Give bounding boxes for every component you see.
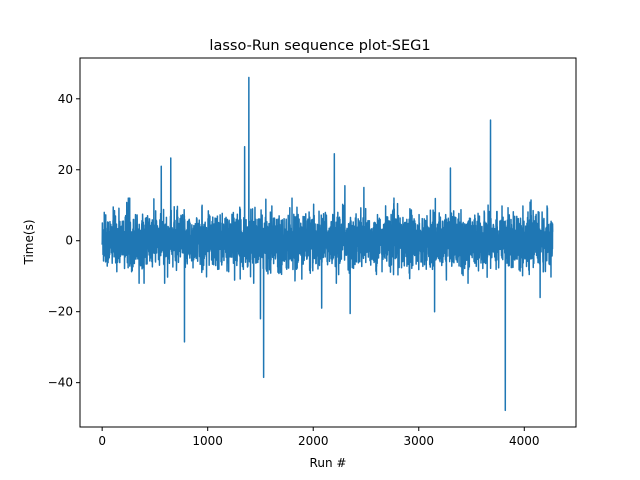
y-axis-label: Time(s) [22, 220, 36, 266]
y-tick-label: 0 [65, 234, 73, 248]
x-axis-label: Run # [310, 456, 347, 470]
y-tick-label: 20 [58, 163, 73, 177]
x-tick-label: 4000 [509, 434, 540, 448]
chart-title: lasso-Run sequence plot-SEG1 [209, 38, 430, 54]
plot-area [101, 76, 554, 412]
y-tick-label: −40 [48, 376, 73, 390]
x-tick-label: 2000 [298, 434, 329, 448]
axes-frame [79, 57, 577, 428]
x-axis: 0 1000 2000 3000 4000 [98, 427, 540, 448]
y-axis: −40 −20 0 20 40 [48, 92, 80, 390]
y-tick-label: −20 [48, 305, 73, 319]
x-tick-label: 0 [98, 434, 106, 448]
x-tick-label: 1000 [192, 434, 223, 448]
x-tick-label: 3000 [403, 434, 434, 448]
series-line [101, 76, 554, 412]
y-tick-label: 40 [58, 92, 73, 106]
